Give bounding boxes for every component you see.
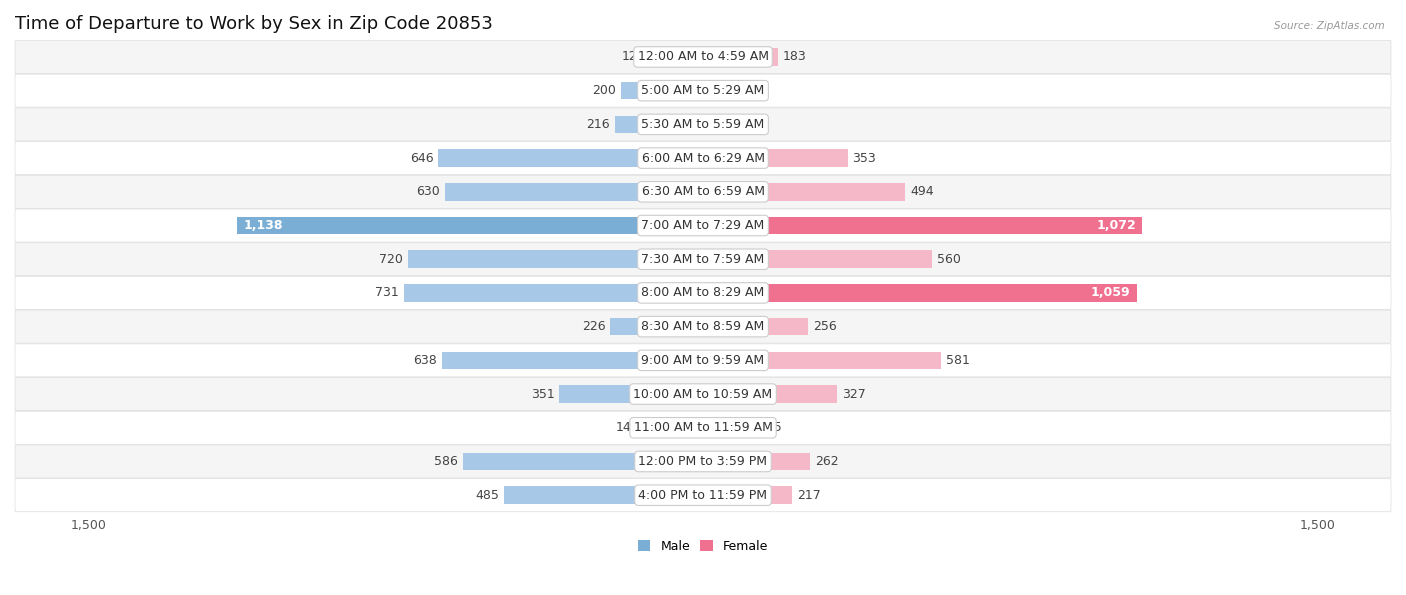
Text: 31: 31: [721, 84, 737, 97]
Bar: [610, 318, 703, 336]
Bar: [703, 149, 848, 167]
Text: 200: 200: [592, 84, 616, 97]
Text: 630: 630: [416, 185, 440, 198]
Bar: [505, 487, 703, 504]
Bar: [703, 487, 792, 504]
Text: 586: 586: [434, 455, 458, 468]
Text: 731: 731: [375, 286, 399, 299]
Text: 12:00 AM to 4:59 AM: 12:00 AM to 4:59 AM: [637, 51, 769, 64]
Bar: [703, 48, 778, 65]
Text: 720: 720: [380, 253, 404, 266]
Legend: Male, Female: Male, Female: [633, 535, 773, 558]
Text: 9:00 AM to 9:59 AM: 9:00 AM to 9:59 AM: [641, 354, 765, 367]
Bar: [644, 419, 703, 437]
Bar: [441, 352, 703, 369]
FancyBboxPatch shape: [15, 344, 1391, 377]
Text: 4:00 PM to 11:59 PM: 4:00 PM to 11:59 PM: [638, 488, 768, 502]
Text: 5:00 AM to 5:29 AM: 5:00 AM to 5:29 AM: [641, 84, 765, 97]
Bar: [446, 183, 703, 201]
FancyBboxPatch shape: [15, 310, 1391, 343]
Bar: [463, 453, 703, 470]
Text: 6:30 AM to 6:59 AM: 6:30 AM to 6:59 AM: [641, 185, 765, 198]
Bar: [703, 183, 905, 201]
Text: 7:30 AM to 7:59 AM: 7:30 AM to 7:59 AM: [641, 253, 765, 266]
Text: 5:30 AM to 5:59 AM: 5:30 AM to 5:59 AM: [641, 118, 765, 131]
Bar: [651, 48, 703, 65]
FancyBboxPatch shape: [15, 445, 1391, 478]
Text: 1,072: 1,072: [1097, 219, 1136, 232]
Text: 485: 485: [475, 488, 499, 502]
Bar: [703, 352, 941, 369]
Text: 1,059: 1,059: [1091, 286, 1130, 299]
Text: 8:30 AM to 8:59 AM: 8:30 AM to 8:59 AM: [641, 320, 765, 333]
Text: 560: 560: [938, 253, 962, 266]
Text: 646: 646: [411, 152, 433, 165]
Text: 10:00 AM to 10:59 AM: 10:00 AM to 10:59 AM: [634, 387, 772, 400]
Text: 144: 144: [616, 421, 640, 434]
Bar: [703, 82, 716, 99]
FancyBboxPatch shape: [15, 378, 1391, 411]
Text: Time of Departure to Work by Sex in Zip Code 20853: Time of Departure to Work by Sex in Zip …: [15, 15, 494, 33]
Text: 125: 125: [759, 421, 783, 434]
Bar: [703, 284, 1136, 302]
Text: 226: 226: [582, 320, 606, 333]
Bar: [238, 217, 703, 234]
Text: 6:00 AM to 6:29 AM: 6:00 AM to 6:29 AM: [641, 152, 765, 165]
FancyBboxPatch shape: [15, 176, 1391, 208]
Bar: [614, 115, 703, 133]
FancyBboxPatch shape: [15, 142, 1391, 174]
Bar: [703, 453, 810, 470]
FancyBboxPatch shape: [15, 209, 1391, 242]
Text: 42: 42: [725, 118, 741, 131]
Text: 327: 327: [842, 387, 866, 400]
Text: 128: 128: [621, 51, 645, 64]
Bar: [560, 386, 703, 403]
Bar: [703, 386, 837, 403]
Text: 216: 216: [586, 118, 610, 131]
Text: 12:00 PM to 3:59 PM: 12:00 PM to 3:59 PM: [638, 455, 768, 468]
FancyBboxPatch shape: [15, 243, 1391, 275]
Text: 1,138: 1,138: [243, 219, 283, 232]
Text: 256: 256: [813, 320, 837, 333]
Bar: [621, 82, 703, 99]
Text: 7:00 AM to 7:29 AM: 7:00 AM to 7:29 AM: [641, 219, 765, 232]
Text: 217: 217: [797, 488, 821, 502]
FancyBboxPatch shape: [15, 108, 1391, 141]
Text: Source: ZipAtlas.com: Source: ZipAtlas.com: [1274, 21, 1385, 31]
FancyBboxPatch shape: [15, 479, 1391, 512]
Bar: [439, 149, 703, 167]
Text: 8:00 AM to 8:29 AM: 8:00 AM to 8:29 AM: [641, 286, 765, 299]
FancyBboxPatch shape: [15, 277, 1391, 309]
Bar: [703, 250, 932, 268]
Text: 262: 262: [815, 455, 839, 468]
Bar: [703, 217, 1142, 234]
Text: 183: 183: [783, 51, 807, 64]
Bar: [404, 284, 703, 302]
Bar: [408, 250, 703, 268]
Text: 11:00 AM to 11:59 AM: 11:00 AM to 11:59 AM: [634, 421, 772, 434]
Text: 638: 638: [413, 354, 437, 367]
FancyBboxPatch shape: [15, 411, 1391, 444]
Text: 351: 351: [530, 387, 554, 400]
Text: 494: 494: [910, 185, 934, 198]
Text: 581: 581: [946, 354, 970, 367]
FancyBboxPatch shape: [15, 74, 1391, 107]
FancyBboxPatch shape: [15, 40, 1391, 74]
Bar: [703, 115, 720, 133]
Bar: [703, 318, 808, 336]
Bar: [703, 419, 754, 437]
Text: 353: 353: [852, 152, 876, 165]
